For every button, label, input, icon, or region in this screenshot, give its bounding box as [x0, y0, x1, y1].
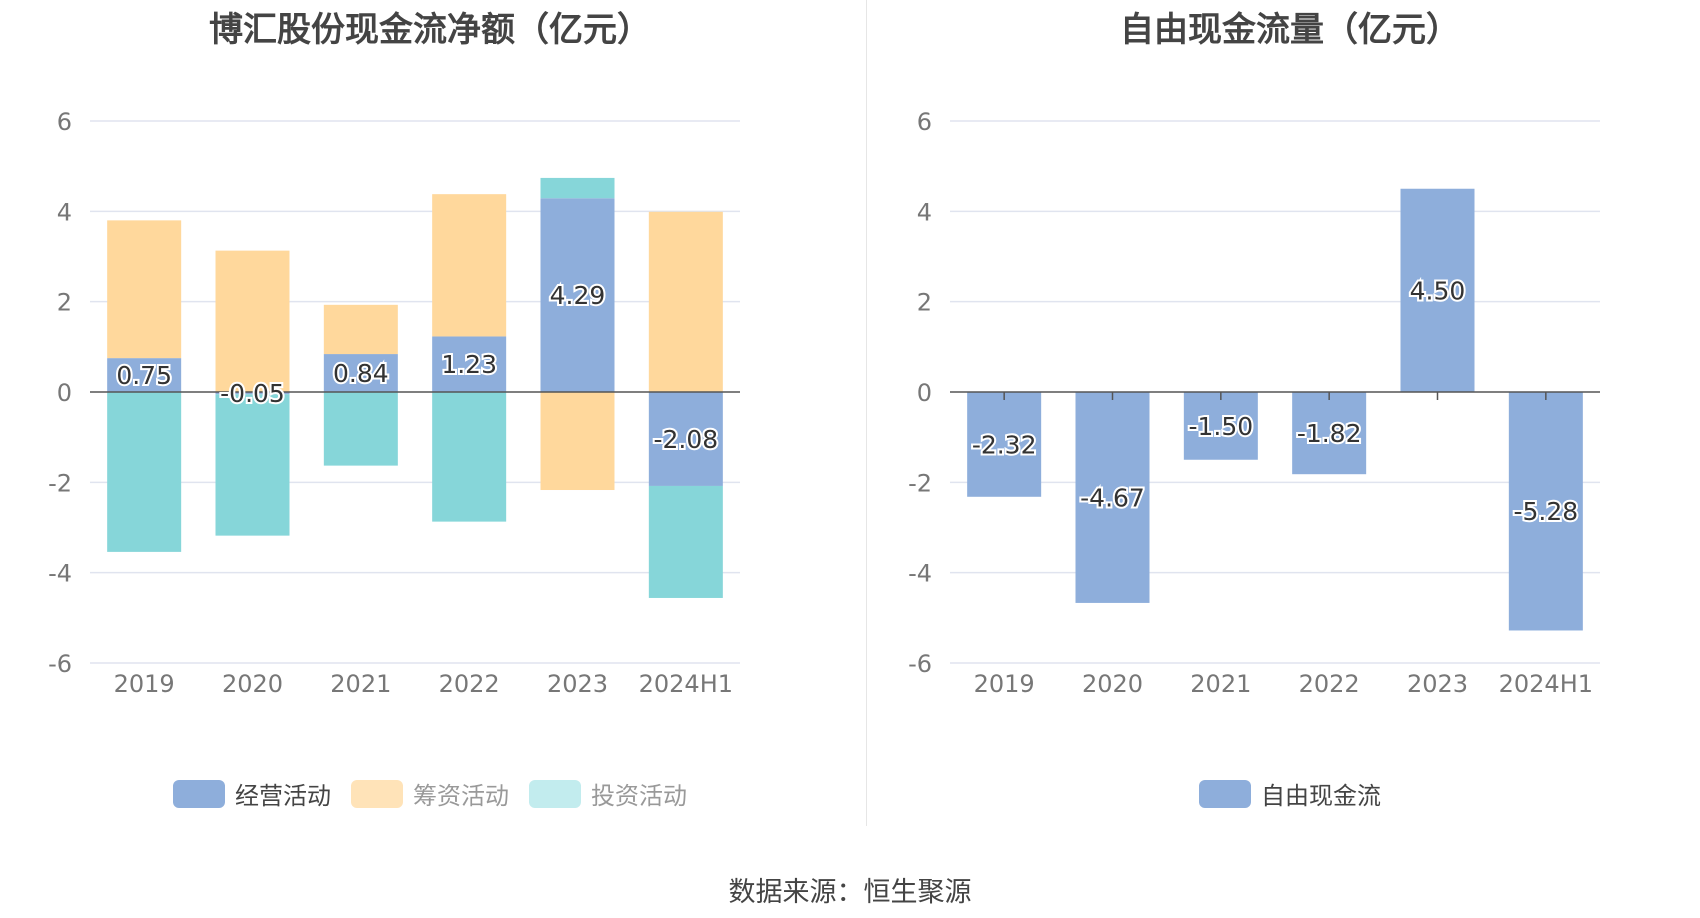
y-tick-label: -6: [48, 650, 72, 678]
data-label: -1.50: [1188, 412, 1253, 441]
bar-investing: [215, 394, 290, 536]
bar-investing: [107, 392, 182, 552]
legend-label: 经营活动: [235, 782, 331, 810]
bar-investing: [540, 177, 615, 199]
x-tick-label: 2019: [114, 670, 175, 698]
data-label: 0.75: [116, 361, 172, 390]
cash-flow-stacked-bar-chart: 6 4 2 0 -2 -4 -6 2019 2020 2021 2022 2023 2024H1 0.75…: [48, 108, 740, 698]
y-tick-label: 6: [917, 108, 932, 136]
legend-item-investing[interactable]: 投资活动: [529, 776, 687, 811]
bar-investing: [432, 392, 507, 522]
bar-financing: [648, 211, 723, 392]
legend-item-free-cash-flow[interactable]: 自由现金流: [1199, 776, 1381, 811]
bar-free-cash-flow: [1183, 392, 1258, 460]
bar-free-cash-flow: [1400, 188, 1475, 392]
data-label: 1.23: [441, 350, 497, 379]
bar-operating: [540, 198, 615, 392]
bar-financing: [540, 392, 615, 491]
bar-operating: [648, 392, 723, 486]
chart-title: 博汇股份现金流净额（亿元）: [209, 10, 651, 50]
bar-financing: [107, 220, 182, 359]
bar-investing: [648, 485, 723, 598]
chart-title: 自由现金流量（亿元）: [1120, 10, 1460, 50]
free-cash-flow-bar-chart: 6 4 2 0 -2 -4 -6 2019 2020 2021 2022 2023 2024H1 -2.3…: [908, 108, 1600, 698]
legend-item-operating[interactable]: 经营活动: [173, 776, 331, 811]
bar-free-cash-flow: [1508, 392, 1583, 631]
data-label: -4.67: [1080, 483, 1145, 512]
y-tick-label: 2: [917, 289, 932, 317]
legend-swatch-operating: [173, 779, 225, 808]
data-label: -5.28: [1513, 497, 1578, 526]
y-tick-label: -4: [908, 560, 932, 588]
x-tick-label: 2021: [330, 670, 391, 698]
y-tick-label: 6: [57, 108, 72, 136]
data-source-note: 数据来源：恒生聚源: [728, 877, 972, 908]
bar-operating: [107, 358, 182, 392]
data-label: -2.32: [972, 430, 1037, 459]
bar-operating: [432, 336, 507, 392]
x-tick-label: 2021: [1190, 670, 1251, 698]
bar-operating: [323, 354, 398, 392]
panel-divider: [866, 0, 867, 826]
legend: 自由现金流: [860, 776, 1700, 811]
free-cash-flow-chart-panel: 自由现金流量（亿元） 6 4 2 0 -2 -4 -6 2019 2020 2021 2022 202…: [860, 0, 1700, 820]
y-tick-label: -4: [48, 560, 72, 588]
x-tick-label: 2020: [222, 670, 283, 698]
y-tick-label: 0: [917, 379, 932, 407]
y-tick-label: -6: [908, 650, 932, 678]
bar-financing: [323, 304, 398, 355]
y-tick-label: 4: [917, 198, 932, 226]
data-label: -0.05: [220, 379, 285, 408]
x-tick-label: 2020: [1082, 670, 1143, 698]
bar-operating: [215, 392, 290, 395]
legend-label: 投资活动: [591, 782, 687, 810]
bar-free-cash-flow: [967, 392, 1042, 497]
x-tick-label: 2022: [1299, 670, 1360, 698]
y-tick-label: 0: [57, 379, 72, 407]
y-tick-label: 2: [57, 289, 72, 317]
bar-financing: [215, 250, 290, 392]
legend-item-financing[interactable]: 筹资活动: [351, 776, 509, 811]
legend-label: 筹资活动: [413, 782, 509, 810]
x-tick-label: 2024H1: [639, 670, 733, 698]
legend-swatch-free-cash-flow: [1199, 779, 1251, 808]
data-label: -1.82: [1297, 419, 1362, 448]
bar-financing: [432, 194, 507, 337]
y-tick-label: -2: [908, 469, 932, 497]
data-label: 4.29: [550, 281, 606, 310]
legend-swatch-financing: [351, 779, 403, 808]
data-label: 0.84: [333, 359, 389, 388]
legend: 经营活动 筹资活动 投资活动: [0, 776, 860, 811]
legend-swatch-investing: [529, 779, 581, 808]
data-label: -2.08: [653, 425, 718, 454]
bar-free-cash-flow: [1075, 392, 1150, 603]
x-tick-label: 2024H1: [1499, 670, 1593, 698]
x-tick-label: 2023: [547, 670, 608, 698]
x-tick-label: 2022: [439, 670, 500, 698]
y-tick-label: -2: [48, 469, 72, 497]
y-tick-label: 4: [57, 198, 72, 226]
bar-investing: [323, 392, 398, 466]
bar-free-cash-flow: [1292, 392, 1367, 475]
cash-flow-chart-panel: 博汇股份现金流净额（亿元） 6 4 2 0 -2 -4 -6 2019 2020 2021 2022…: [0, 0, 860, 820]
x-tick-label: 2023: [1407, 670, 1468, 698]
legend-label: 自由现金流: [1261, 782, 1381, 810]
x-tick-label: 2019: [974, 670, 1035, 698]
data-label: 4.50: [1410, 276, 1466, 305]
